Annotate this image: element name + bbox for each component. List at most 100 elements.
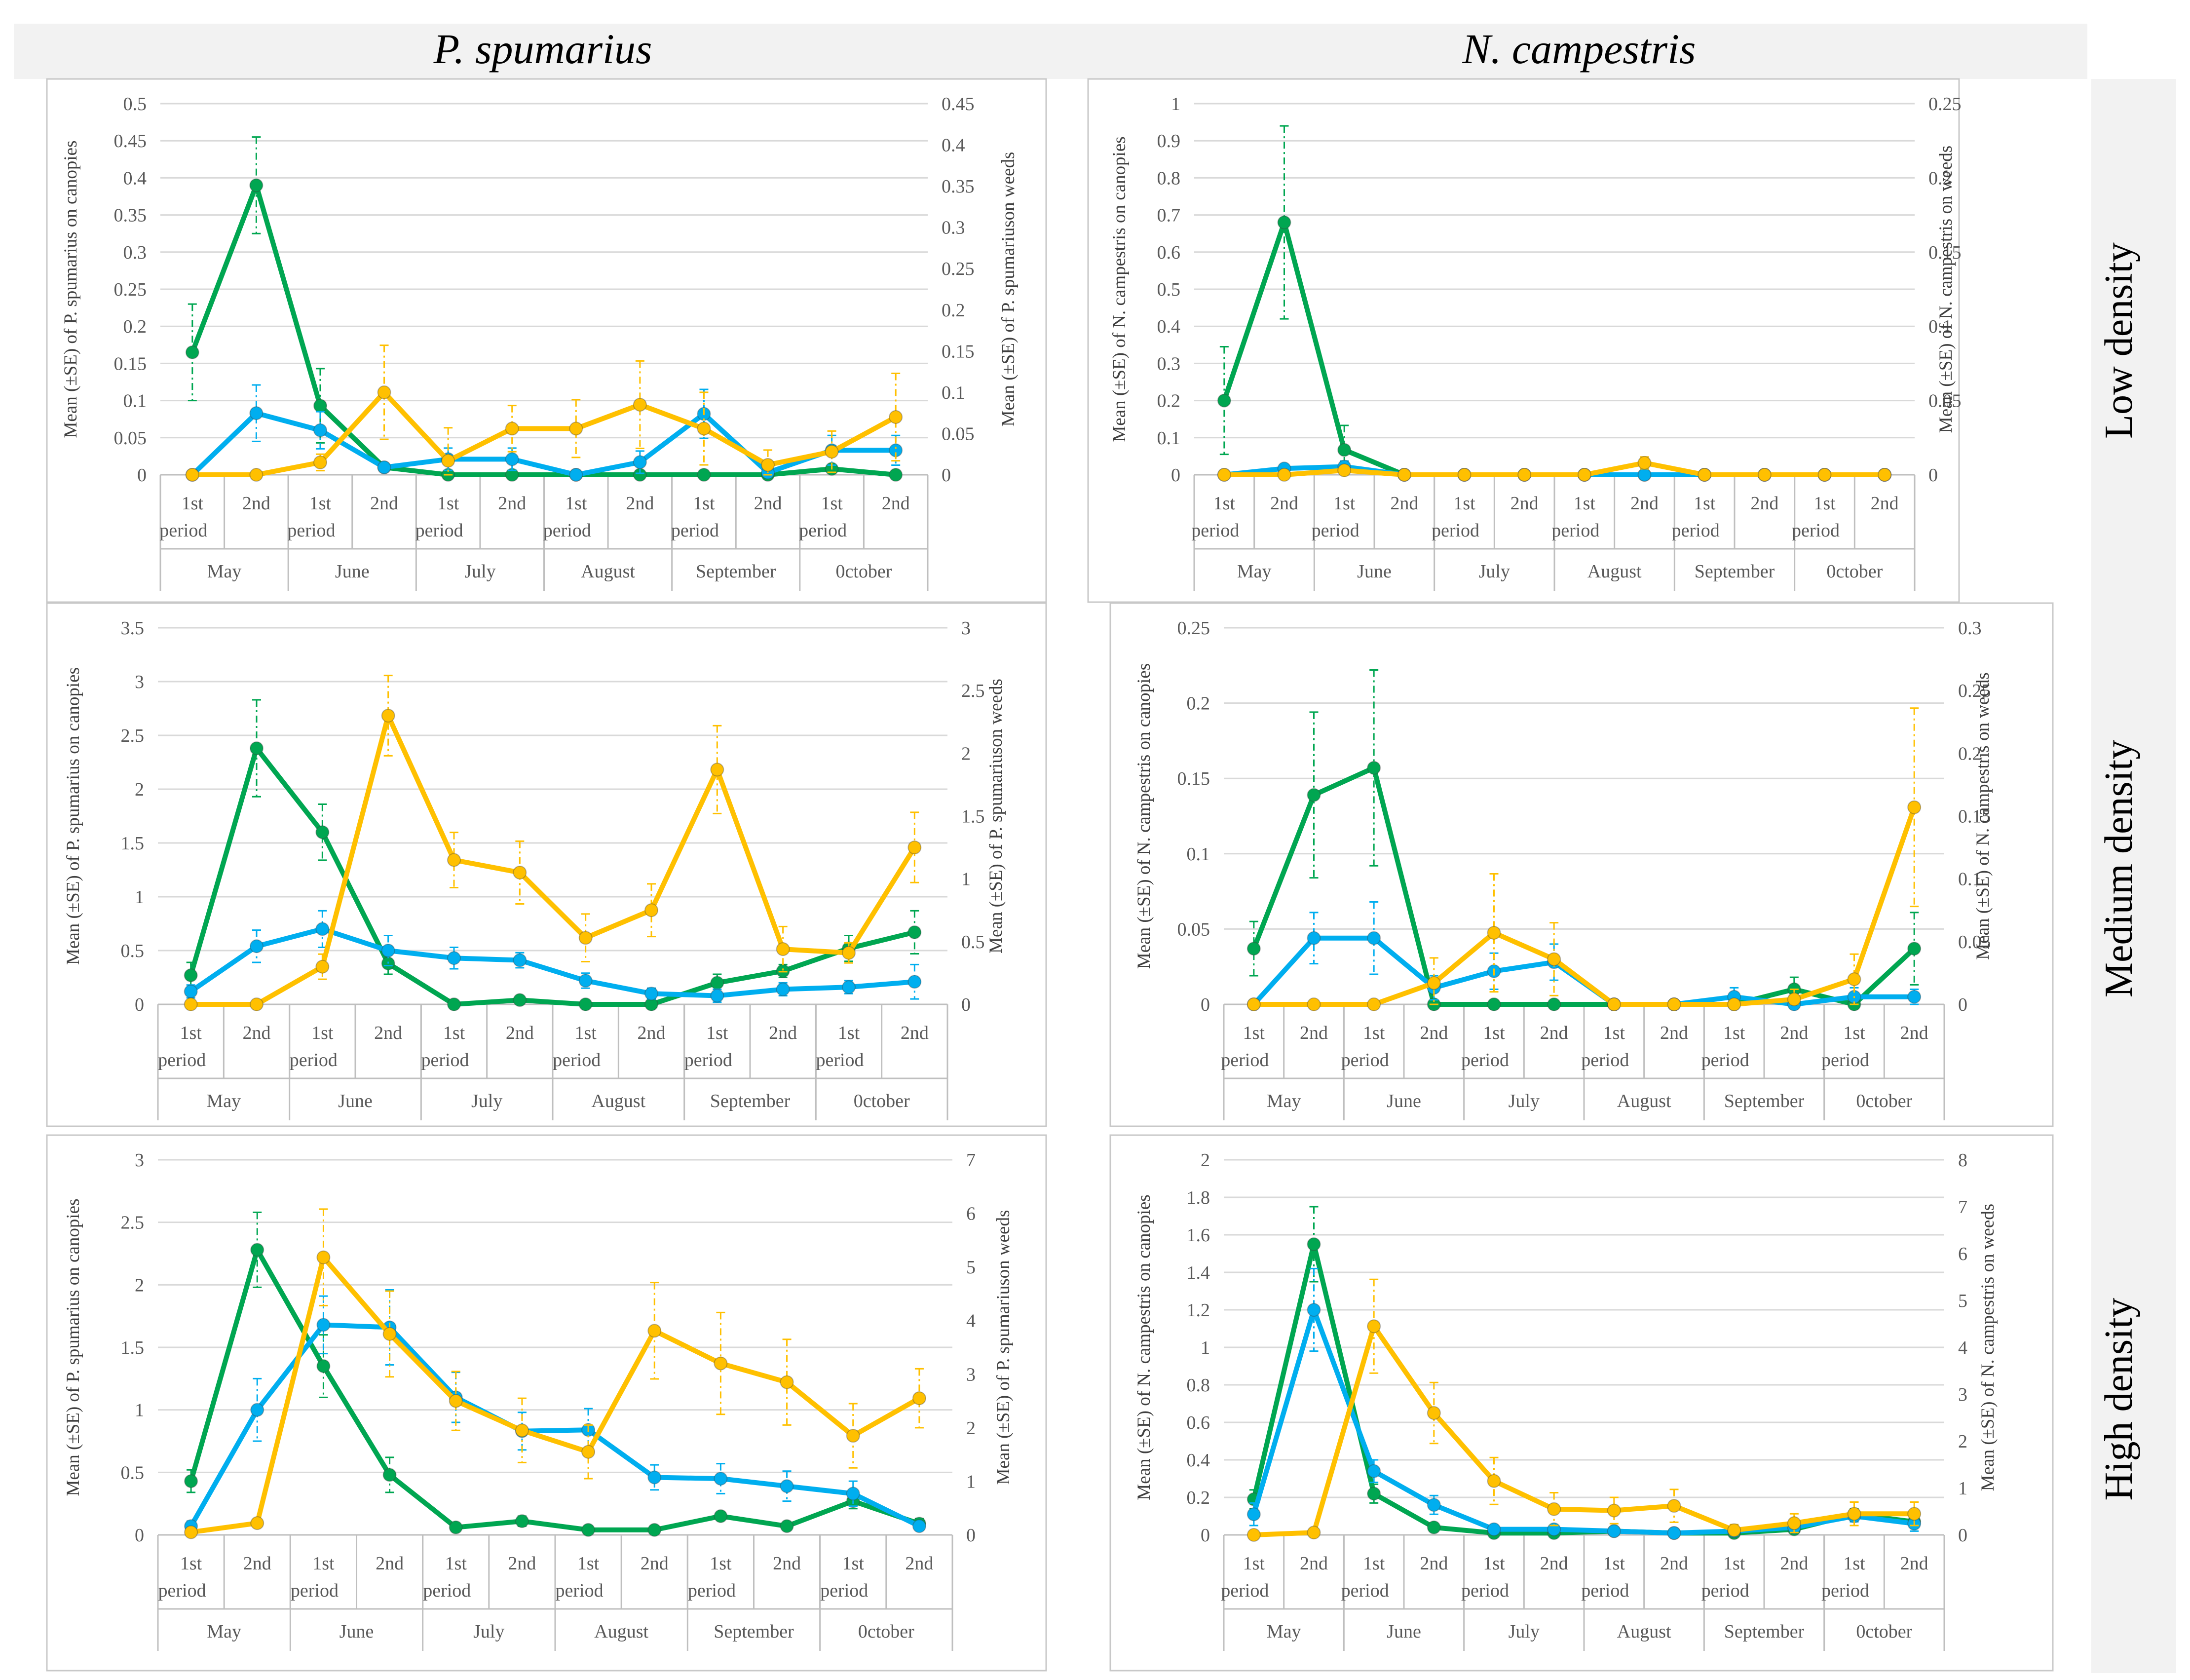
y-tick-label-left: 0.4 — [1187, 1450, 1210, 1471]
data-point — [1457, 468, 1472, 482]
x-tick-label-period-suffix: period — [1581, 1050, 1629, 1070]
y-tick-label-left: 0.1 — [123, 391, 147, 412]
data-point — [515, 1514, 529, 1528]
data-point — [1817, 468, 1832, 482]
data-point — [250, 939, 264, 954]
x-tick-label-period: 1st — [443, 1023, 465, 1043]
y-tick-label-right: 0.05 — [1958, 932, 1991, 953]
x-tick-label-period: 1st — [1723, 1553, 1745, 1574]
y-tick-label-left: 0.2 — [123, 316, 147, 337]
x-tick-label-period: 2nd — [370, 493, 398, 514]
data-point — [316, 1318, 331, 1332]
y-tick-label-left: 0.1 — [1157, 428, 1181, 449]
x-tick-label-period-suffix: period — [556, 1580, 604, 1601]
y-tick-label-right: 0.05 — [1928, 391, 1962, 412]
data-point — [250, 1243, 264, 1257]
series-line — [1253, 1324, 1915, 1537]
data-point — [710, 763, 724, 777]
data-point — [761, 458, 775, 472]
data-point — [907, 925, 922, 939]
x-tick-label-month: June — [1387, 1091, 1421, 1111]
x-tick-label-month: 0ctober — [1856, 1621, 1912, 1642]
y-tick-label-right: 0.3 — [942, 218, 965, 238]
y-tick-label-left: 3 — [135, 1150, 144, 1171]
y-tick-label-right: 6 — [1958, 1244, 1967, 1264]
y-tick-label-left: 1.5 — [121, 1337, 145, 1358]
x-tick-label-period: 2nd — [905, 1553, 933, 1574]
x-tick-label-period-suffix: period — [287, 520, 335, 541]
y-tick-label-left: 1 — [135, 1400, 144, 1421]
x-tick-label-period: 1st — [1243, 1553, 1265, 1574]
data-point — [316, 1359, 331, 1373]
x-tick-label-period-suffix: period — [543, 520, 591, 541]
y-axis-title-right: Mean (±SE) of N. campestris on weeds — [1973, 672, 1993, 959]
y-tick-label-right: 1 — [966, 1471, 976, 1492]
y-tick-label-left: 2.5 — [121, 1213, 145, 1233]
series-yellow — [185, 344, 903, 482]
column-title-p-spumarius: P. spumarius — [433, 25, 652, 73]
data-point — [313, 423, 327, 437]
data-point — [647, 1523, 662, 1537]
y-tick-label-right: 5 — [966, 1257, 976, 1278]
data-point — [184, 984, 198, 998]
y-tick-label-left: 0 — [135, 1525, 144, 1546]
x-tick-label-period-suffix: period — [553, 1050, 601, 1070]
x-tick-label-period-suffix: period — [1461, 1580, 1509, 1601]
data-point — [1517, 468, 1532, 482]
data-point — [1337, 443, 1352, 457]
chart-panel-3: 0 0.5 1 1.5 2 2.5 3 3.5 0 0.5 1 1.5 2 2.5 3 Mean (±SE) … — [46, 602, 1047, 1127]
x-tick-label-period: 1st — [821, 493, 843, 514]
data-point — [846, 1429, 860, 1443]
y-tick-label-left: 1 — [135, 887, 144, 908]
data-point — [505, 421, 519, 436]
x-tick-label-period: 2nd — [1660, 1023, 1688, 1043]
data-point — [912, 1391, 926, 1406]
y-tick-label-right: 0.1 — [1958, 869, 1982, 890]
x-tick-label-month: August — [1617, 1091, 1671, 1111]
y-tick-label-left: 0.1 — [1187, 844, 1210, 865]
y-tick-label-left: 1.4 — [1187, 1262, 1210, 1283]
y-tick-label-left: 1.6 — [1187, 1225, 1210, 1246]
x-tick-label-month: September — [1724, 1621, 1805, 1642]
x-tick-label-period-suffix: period — [1221, 1050, 1269, 1070]
y-tick-label-left: 2.5 — [121, 725, 145, 746]
x-tick-label-period: 1st — [842, 1553, 865, 1574]
data-point — [1878, 468, 1892, 482]
y-tick-label-right: 0 — [942, 465, 951, 486]
data-point — [710, 989, 724, 1003]
data-point — [250, 1516, 264, 1530]
x-tick-label-period-suffix: period — [159, 520, 207, 541]
data-point — [1397, 468, 1411, 482]
y-tick-label-right: 6 — [966, 1204, 976, 1224]
x-tick-label-period-suffix: period — [1551, 520, 1599, 541]
y-tick-label-right: 7 — [966, 1150, 976, 1171]
data-point — [1337, 463, 1352, 477]
data-point — [780, 1519, 794, 1533]
data-point — [505, 452, 519, 466]
y-tick-label-right: 0 — [966, 1525, 976, 1546]
x-tick-label-month: May — [1237, 561, 1272, 582]
series-line — [188, 746, 915, 1007]
x-tick-label-period: 1st — [1843, 1553, 1865, 1574]
series-yellow — [1217, 456, 1892, 482]
data-point — [1246, 1528, 1261, 1542]
x-tick-label-month: July — [473, 1621, 504, 1642]
y-axis-title-right: Mean (±SE) of N. campestris on weeds — [1978, 1204, 1998, 1491]
y-axis-title-right: Mean (±SE) of N. campestris on weeds — [1936, 146, 1956, 433]
y-tick-label-right: 1.5 — [961, 806, 985, 827]
x-tick-label-period: 1st — [1603, 1553, 1625, 1574]
y-axis-title-left: Mean (±SE) of P. spumarius on canopies — [63, 667, 83, 965]
data-point — [382, 1327, 397, 1341]
data-point — [1487, 926, 1501, 940]
data-point — [1427, 1498, 1441, 1512]
x-tick-label-period-suffix: period — [816, 1050, 864, 1070]
x-tick-label-period: 1st — [565, 493, 587, 514]
y-tick-label-right: 2 — [966, 1418, 976, 1439]
data-point — [249, 178, 264, 192]
data-point — [907, 975, 922, 989]
y-tick-label-left: 0.8 — [1157, 168, 1181, 189]
series-line — [189, 1322, 921, 1528]
data-point — [1547, 1502, 1561, 1516]
data-point — [382, 1468, 397, 1482]
y-tick-label-right: 1 — [961, 869, 971, 890]
